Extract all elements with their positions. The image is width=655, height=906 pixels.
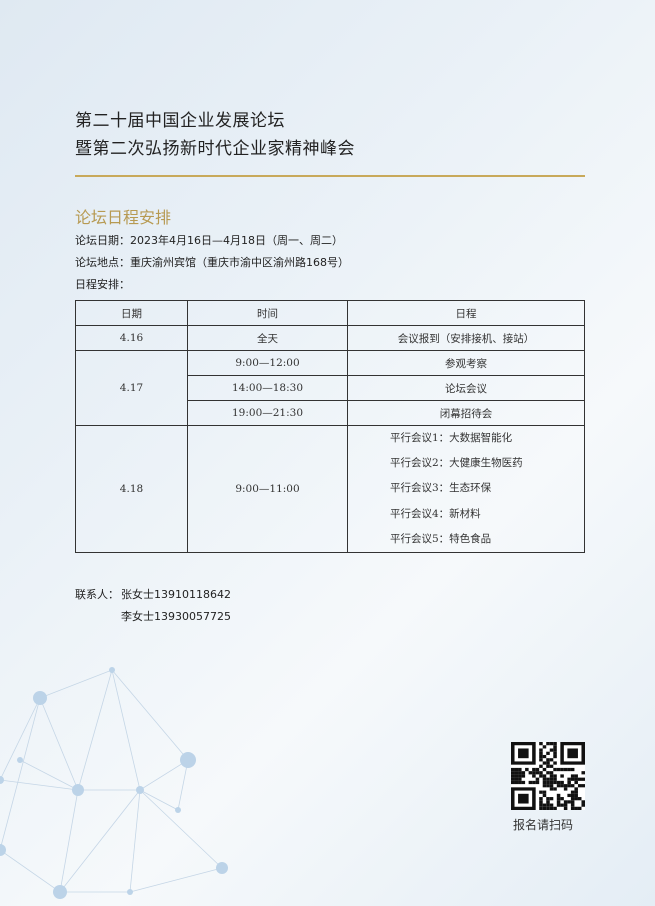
table-row: 4.16 全天 会议报到（安排接机、接站） (75, 325, 585, 351)
agenda-item: 平行会议3：生态环保 (390, 482, 492, 495)
cell-date: 4.18 (75, 424, 188, 554)
header-time: 时间 (187, 300, 348, 326)
cell-time: 14:00—18:30 (187, 375, 348, 401)
cell-agenda: 论坛会议 (347, 375, 585, 401)
cell-agenda: 参观考察 (347, 350, 585, 376)
header-agenda: 日程 (347, 300, 585, 326)
agenda-item: 平行会议2：大健康生物医药 (390, 457, 523, 470)
cell-agenda: 闭幕招待会 (347, 400, 585, 426)
cell-time: 19:00—21:30 (187, 400, 348, 426)
cell-agenda-list: 平行会议1：大数据智能化 平行会议2：大健康生物医药 平行会议3：生态环保 平行… (347, 424, 585, 554)
agenda-item: 平行会议4：新材料 (390, 507, 481, 520)
section-title: 论坛日程安排 (75, 208, 172, 227)
contact-person-1: 张女士13910118642 (121, 588, 231, 601)
table-header-row: 日期 时间 日程 (75, 300, 585, 326)
table-row: 4.18 9:00—11:00 平行会议1：大数据智能化 平行会议2：大健康生物… (75, 424, 585, 554)
qr-label: 报名请扫码 (513, 818, 574, 832)
cell-date: 4.16 (75, 325, 188, 351)
cell-agenda: 会议报到（安排接机、接站） (347, 325, 585, 351)
network-decoration (0, 667, 228, 899)
forum-date: 论坛日期：2023年4月16日—4月18日（周一、周二） (75, 234, 343, 247)
contact-person-2: 李女士13930057725 (121, 610, 231, 623)
cell-date: 4.17 (75, 350, 188, 426)
cell-time: 9:00—12:00 (187, 350, 348, 376)
gold-divider (75, 175, 585, 177)
table-row: 4.17 9:00—12:00 参观考察 (75, 350, 585, 426)
title-line-2: 暨第二次弘扬新时代企业家精神峰会 (75, 139, 355, 159)
title-line-1: 第二十届中国企业发展论坛 (75, 111, 285, 131)
cell-time: 9:00—11:00 (187, 424, 348, 554)
agenda-item: 平行会议1：大数据智能化 (390, 432, 513, 444)
qr-code[interactable] (511, 742, 585, 810)
header-date: 日期 (75, 300, 188, 326)
forum-venue: 论坛地点：重庆渝州宾馆（重庆市渝中区渝州路168号） (75, 256, 349, 269)
contact-label: 联系人： (75, 588, 119, 601)
agenda-item: 平行会议5：特色食品 (390, 532, 492, 545)
schedule-label: 日程安排： (75, 278, 130, 291)
table-row: 19:00—21:30 闭幕招待会 (76, 400, 585, 426)
cell-time: 全天 (187, 325, 348, 351)
table-row: 14:00—18:30 论坛会议 (76, 375, 585, 401)
schedule-table: 日期 时间 日程 4.16 全天 会议报到（安排接机、接站） 4.17 9:00… (75, 300, 585, 554)
